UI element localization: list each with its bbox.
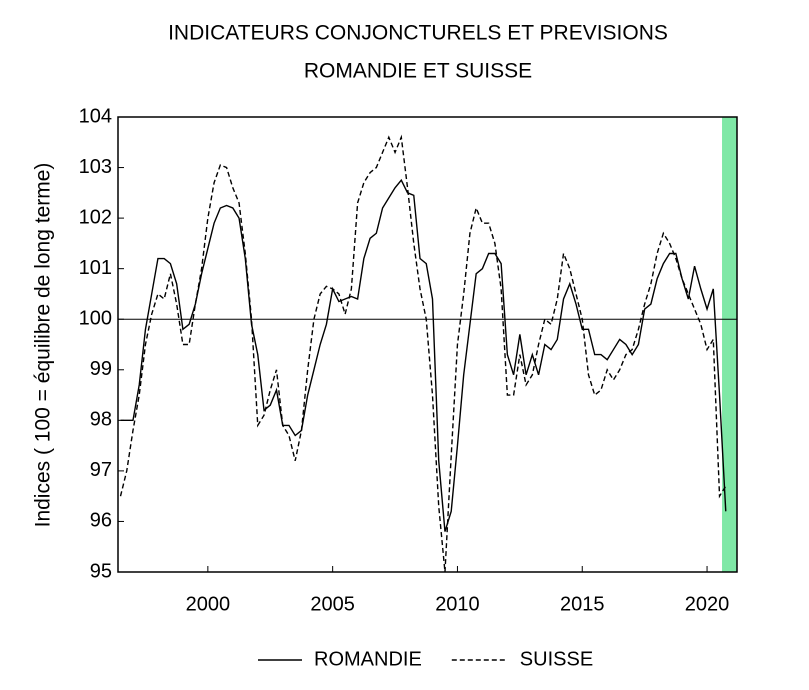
x-tick-label: 2000 <box>186 593 231 615</box>
x-tick-label: 2005 <box>310 593 355 615</box>
y-tick-label: 102 <box>79 206 112 228</box>
chart-subtitle: ROMANDIE ET SUISSE <box>304 60 532 83</box>
y-tick-label: 100 <box>79 308 112 330</box>
series-line <box>119 134 727 572</box>
x-tick-label: 2020 <box>685 593 730 615</box>
legend-label: SUISSE <box>520 648 593 670</box>
plot-frame <box>117 116 738 573</box>
x-tick-label: 2015 <box>560 593 605 615</box>
chart-title: INDICATEURS CONJONCTURELS ET PREVISIONS <box>168 22 668 45</box>
y-tick-label: 104 <box>79 105 112 127</box>
y-tick-label: 97 <box>90 459 112 481</box>
x-tick-label: 2010 <box>435 593 480 615</box>
y-axis-label: Indices ( 100 = équilibre de long terme) <box>32 163 55 528</box>
y-tick-label: 96 <box>90 510 112 532</box>
forecast-band <box>722 117 737 572</box>
y-tick-label: 99 <box>90 358 112 380</box>
y-tick-label: 98 <box>90 409 112 431</box>
legend-label: ROMANDIE <box>314 648 422 670</box>
series-line <box>120 178 727 532</box>
y-tick-label: 101 <box>79 257 112 279</box>
y-tick-label: 103 <box>79 156 112 178</box>
y-tick-label: 95 <box>90 560 112 582</box>
